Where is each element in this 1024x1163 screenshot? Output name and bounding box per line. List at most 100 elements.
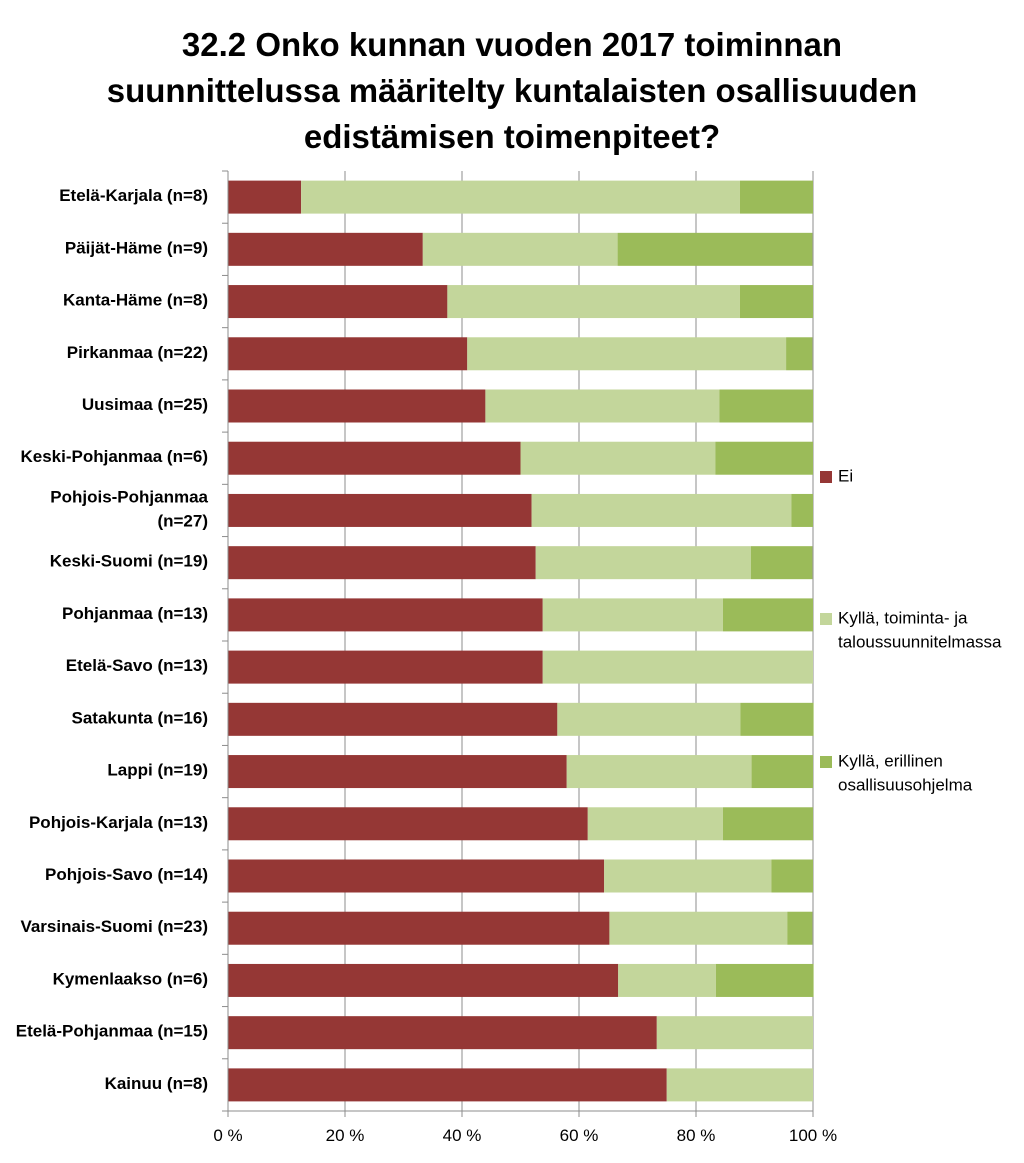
bar-segment-7-0 xyxy=(228,546,536,580)
bar-segment-9-0 xyxy=(228,650,543,684)
bar-segment-0-0 xyxy=(228,180,302,214)
legend-swatch xyxy=(820,613,832,625)
bar-segment-7-1 xyxy=(535,546,751,580)
bar-segment-4-1 xyxy=(485,389,720,423)
category-label: Satakunta (n=16) xyxy=(71,709,208,728)
category-label-line: Keski-Suomi (n=19) xyxy=(50,552,208,571)
bar-segment-1-0 xyxy=(228,232,423,266)
legend-label: taloussuunnitelmassa xyxy=(838,632,1002,651)
x-tick-label: 20 % xyxy=(326,1126,365,1145)
chart-title: 32.2 Onko kunnan vuoden 2017 toiminnan s… xyxy=(0,22,1024,160)
category-label: Pohjois-Pohjanmaa (n=27) xyxy=(50,488,208,531)
x-tick-label: 80 % xyxy=(677,1126,716,1145)
bar-segment-15-2 xyxy=(715,963,814,997)
bar-segment-14-1 xyxy=(609,911,788,945)
x-tick-label: 40 % xyxy=(443,1126,482,1145)
x-tick-label: 100 % xyxy=(789,1126,837,1145)
axes: Etelä-Karjala (n=8) Päijät-Häme (n=9) Kant… xyxy=(16,170,837,1145)
bar-segment-8-1 xyxy=(542,598,723,632)
bar-segment-2-2 xyxy=(739,285,813,319)
legend-swatch xyxy=(820,756,832,768)
chart-title-line-2: suunnittelussa määritelty kuntalaisten o… xyxy=(106,72,918,109)
bar-segment-13-0 xyxy=(228,859,605,893)
category-label: Etelä-Karjala (n=8) xyxy=(59,187,208,206)
category-label: Kanta-Häme (n=8) xyxy=(63,291,208,310)
bar-segment-0-2 xyxy=(739,180,813,214)
category-label-line: Etelä-Savo (n=13) xyxy=(66,657,208,676)
bar-segment-6-2 xyxy=(791,493,813,527)
bar-segment-3-2 xyxy=(786,337,813,371)
legend-item: Ei xyxy=(820,466,853,485)
category-label-line: Pirkanmaa (n=22) xyxy=(67,343,208,362)
category-label-line: Etelä-Pohjanmaa (n=15) xyxy=(16,1022,208,1041)
bar-segment-5-2 xyxy=(715,441,813,475)
bar-segment-16-1 xyxy=(656,1016,813,1050)
category-label-line: Uusimaa (n=25) xyxy=(82,395,208,414)
bar-segment-1-2 xyxy=(617,232,813,266)
bar-segment-15-0 xyxy=(228,963,619,997)
category-label-line: Kanta-Häme (n=8) xyxy=(63,291,208,310)
legend-item: Kyllä, toiminta- ja taloussuunnitelmassa xyxy=(820,608,1002,651)
bar-segment-11-2 xyxy=(751,755,813,789)
bar-segment-6-1 xyxy=(531,493,792,527)
category-label: Kymenlaakso (n=6) xyxy=(53,970,208,989)
bar-segment-17-0 xyxy=(228,1068,667,1102)
bar-segment-4-2 xyxy=(719,389,813,423)
category-label-line: Pohjanmaa (n=13) xyxy=(62,604,208,623)
bar-segment-9-1 xyxy=(542,650,813,684)
bar-segment-2-0 xyxy=(228,285,448,319)
bar-segment-8-2 xyxy=(722,598,813,632)
bar-segment-1-1 xyxy=(422,232,618,266)
category-label: Lappi (n=19) xyxy=(107,761,208,780)
category-label: Pohjois-Savo (n=14) xyxy=(45,865,208,884)
bar-segment-17-1 xyxy=(666,1068,813,1102)
bar-segment-3-0 xyxy=(228,337,468,371)
bar-segment-12-0 xyxy=(228,807,588,841)
category-label: Etelä-Savo (n=13) xyxy=(66,657,208,676)
category-label-line: Pohjois-Savo (n=14) xyxy=(45,865,208,884)
bar-segment-4-0 xyxy=(228,389,486,423)
bar-segment-12-1 xyxy=(587,807,723,841)
bar-segment-10-2 xyxy=(740,702,814,736)
bar-segment-5-0 xyxy=(228,441,521,475)
category-label: Keski-Pohjanmaa (n=6) xyxy=(20,448,208,467)
category-label: Keski-Suomi (n=19) xyxy=(50,552,208,571)
bar-segment-13-2 xyxy=(771,859,813,893)
category-label: Varsinais-Suomi (n=23) xyxy=(20,918,208,937)
bar-segment-14-2 xyxy=(787,911,813,945)
legend-label: Ei xyxy=(838,466,853,485)
category-label-line: (n=27) xyxy=(157,512,208,531)
bar-segment-3-1 xyxy=(467,337,787,371)
category-label-line: Lappi (n=19) xyxy=(107,761,208,780)
bar-segment-2-1 xyxy=(447,285,740,319)
bar-segment-13-1 xyxy=(604,859,772,893)
bar-segment-5-1 xyxy=(520,441,716,475)
category-label-line: Kymenlaakso (n=6) xyxy=(53,970,208,989)
category-label: Päijät-Häme (n=9) xyxy=(65,239,208,258)
gridlines xyxy=(344,171,814,1111)
category-label: Pohjois-Karjala (n=13) xyxy=(29,813,208,832)
category-label-line: Pohjois-Pohjanmaa xyxy=(50,488,208,507)
x-tick-label: 60 % xyxy=(560,1126,599,1145)
bar-segment-11-0 xyxy=(228,755,567,789)
category-label-line: Päijät-Häme (n=9) xyxy=(65,239,208,258)
legend-label: Kyllä, erillinen xyxy=(838,751,943,770)
category-label-line: Keski-Pohjanmaa (n=6) xyxy=(20,448,208,467)
bar-segment-10-0 xyxy=(228,702,558,736)
bar-segment-8-0 xyxy=(228,598,543,632)
x-tick-label: 0 % xyxy=(213,1126,242,1145)
bars xyxy=(228,180,814,1102)
legend-label: osallisuusohjelma xyxy=(838,775,973,794)
category-label-line: Pohjois-Karjala (n=13) xyxy=(29,813,208,832)
chart-title-line-3: edistämisen toimenpiteet? xyxy=(303,118,721,155)
category-label-line: Kainuu (n=8) xyxy=(105,1074,208,1093)
category-label: Etelä-Pohjanmaa (n=15) xyxy=(16,1022,208,1041)
bar-segment-6-0 xyxy=(228,493,532,527)
legend-item: Kyllä, erillinen osallisuusohjelma xyxy=(820,751,973,794)
bar-segment-10-1 xyxy=(557,702,741,736)
category-label-line: Satakunta (n=16) xyxy=(71,709,208,728)
bar-segment-7-2 xyxy=(750,546,813,580)
legend: Ei Kyllä, toiminta- ja taloussuunnitelmass… xyxy=(820,466,1002,794)
category-label: Pohjanmaa (n=13) xyxy=(62,604,208,623)
